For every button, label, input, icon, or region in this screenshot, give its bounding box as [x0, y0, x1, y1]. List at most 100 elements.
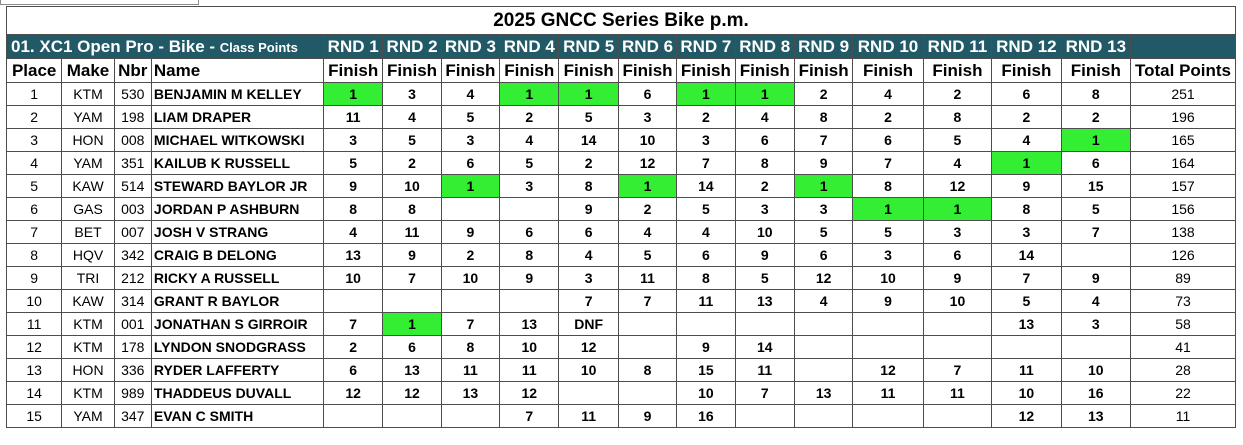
finish-cell: 9	[991, 174, 1062, 198]
finish-cell	[922, 335, 993, 359]
finish-cell: 14	[676, 174, 736, 198]
nbr-header: Nbr	[113, 58, 152, 83]
total-header-spacer	[1130, 34, 1236, 59]
finish-cell	[852, 404, 924, 428]
place-cell: 13	[5, 358, 63, 382]
make-cell: KTM	[61, 381, 115, 405]
total-points-cell: 138	[1130, 220, 1236, 244]
finish-cell: 7	[734, 381, 795, 405]
round-header: RND 5	[558, 34, 619, 59]
finish-cell: 2	[734, 174, 795, 198]
finish-cell: 13	[991, 312, 1062, 336]
place-cell: 15	[5, 404, 63, 428]
finish-cell: 11	[382, 220, 442, 244]
place-cell: 9	[5, 266, 63, 290]
finish-cell: 11	[991, 358, 1062, 382]
finish-cell: 4	[734, 105, 795, 129]
finish-cell: 7	[499, 404, 560, 428]
place-cell: 5	[5, 174, 63, 198]
rider-name: RYDER LAFFERTY	[150, 358, 325, 382]
round-header: RND 2	[382, 34, 442, 59]
finish-cell	[793, 358, 854, 382]
finish-cell	[617, 381, 678, 405]
finish-cell	[382, 404, 442, 428]
finish-cell: 6	[922, 243, 993, 267]
finish-cell: 5	[558, 105, 619, 129]
finish-cell: 2	[1060, 105, 1132, 129]
round-header: RND 6	[617, 34, 678, 59]
finish-cell	[440, 289, 501, 313]
round-header: RND 10	[852, 34, 924, 59]
nbr-cell: 342	[113, 243, 152, 267]
finish-cell: 5	[382, 128, 442, 152]
place-header: Place	[5, 58, 63, 83]
rider-name: MICHAEL WITKOWSKI	[150, 128, 325, 152]
make-cell: HON	[61, 128, 115, 152]
finish-cell: 13	[1060, 404, 1132, 428]
finish-header: Finish	[922, 58, 993, 83]
finish-cell: 6	[734, 128, 795, 152]
nbr-cell: 007	[113, 220, 152, 244]
make-cell: GAS	[61, 197, 115, 221]
finish-cell	[793, 335, 854, 359]
finish-cell	[499, 289, 560, 313]
finish-cell: 10	[991, 381, 1062, 405]
finish-cell: 13	[734, 289, 795, 313]
results-table: 2025 GNCC Series Bike p.m. 01. XC1 Open …	[5, 6, 1236, 428]
finish-cell: 9	[852, 289, 924, 313]
finish-cell: 1	[1060, 128, 1132, 152]
make-cell: KTM	[61, 312, 115, 336]
finish-cell: 6	[499, 220, 560, 244]
nbr-cell: 001	[113, 312, 152, 336]
rider-name: JONATHAN S GIRROIR	[150, 312, 325, 336]
finish-cell: 11	[499, 358, 560, 382]
rider-name: KAILUB K RUSSELL	[150, 151, 325, 175]
finish-cell	[991, 335, 1062, 359]
finish-cell: 11	[734, 358, 795, 382]
finish-cell: 15	[676, 358, 736, 382]
rider-name: BENJAMIN M KELLEY	[150, 82, 325, 106]
finish-header: Finish	[793, 58, 854, 83]
nbr-cell: 008	[113, 128, 152, 152]
finish-cell: 11	[922, 381, 993, 405]
finish-cell: 1	[558, 82, 619, 106]
nbr-cell: 003	[113, 197, 152, 221]
finish-cell: 12	[852, 358, 924, 382]
finish-cell: 6	[322, 358, 384, 382]
class-header: 01. XC1 Open Pro - Bike - Class Points	[6, 34, 324, 59]
make-cell: KAW	[61, 289, 115, 313]
finish-cell: 1	[676, 82, 736, 106]
finish-cell: 11	[440, 358, 501, 382]
finish-cell: 12	[558, 335, 619, 359]
finish-cell: 1	[322, 82, 384, 106]
finish-cell: 13	[382, 358, 442, 382]
nbr-cell: 314	[113, 289, 152, 313]
table-row: 1 KTM 530 BENJAMIN M KELLEY 1 3 4 1 1 6 1 1 2 4 2 6 8 251	[5, 82, 1236, 106]
make-cell: TRI	[61, 266, 115, 290]
finish-cell	[617, 335, 678, 359]
finish-cell: 6	[991, 82, 1062, 106]
place-cell: 1	[5, 82, 63, 106]
finish-cell: 7	[382, 266, 442, 290]
finish-cell: 7	[922, 358, 993, 382]
finish-cell: 8	[1060, 82, 1132, 106]
finish-cell: 12	[991, 404, 1062, 428]
make-cell: HQV	[61, 243, 115, 267]
finish-cell: 1	[922, 197, 993, 221]
finish-cell: 2	[558, 151, 619, 175]
finish-header: Finish	[734, 58, 795, 83]
round-header: RND 11	[922, 34, 993, 59]
place-cell: 11	[5, 312, 63, 336]
finish-cell: DNF	[558, 312, 619, 336]
table-row: 15 YAM 347 EVAN C SMITH 7 11 9 16 12 13 11	[5, 404, 1236, 428]
finish-cell: 10	[382, 174, 442, 198]
rider-name: CRAIG B DELONG	[150, 243, 325, 267]
finish-cell	[382, 289, 442, 313]
finish-cell: 12	[499, 381, 560, 405]
make-cell: YAM	[61, 404, 115, 428]
finish-cell	[499, 197, 560, 221]
finish-cell: 1	[382, 312, 442, 336]
finish-cell: 5	[734, 266, 795, 290]
finish-cell: 1	[499, 82, 560, 106]
finish-cell: 5	[1060, 197, 1132, 221]
